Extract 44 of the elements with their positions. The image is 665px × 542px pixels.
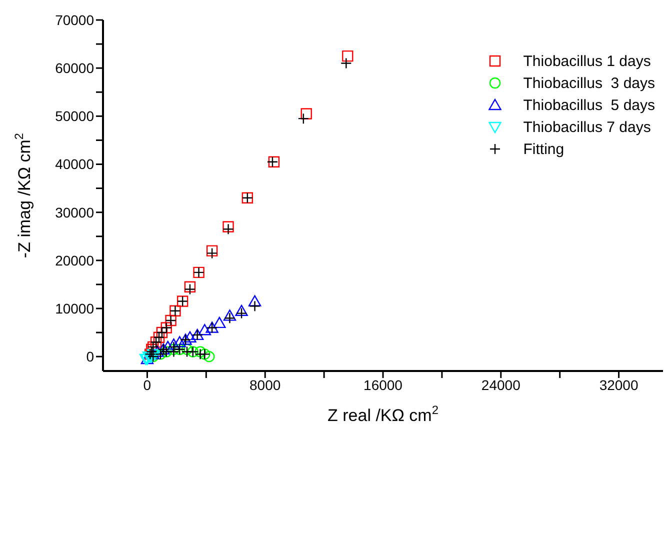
x-tick-label: 32000 bbox=[599, 376, 638, 393]
y-tick-label: 50000 bbox=[55, 108, 94, 124]
point bbox=[235, 304, 248, 316]
point bbox=[184, 284, 196, 295]
x-tick-label: 0 bbox=[143, 376, 152, 393]
legend-label: Thiobacillus 5 days bbox=[523, 96, 655, 114]
point bbox=[298, 112, 310, 124]
point bbox=[206, 245, 218, 256]
legend-label: Fitting bbox=[523, 140, 564, 158]
point bbox=[222, 221, 234, 232]
point bbox=[236, 308, 248, 319]
legend-label: Thiobacillus 7 days bbox=[523, 118, 651, 136]
point bbox=[184, 331, 196, 342]
point bbox=[223, 310, 236, 321]
point bbox=[213, 316, 226, 328]
point bbox=[181, 344, 193, 355]
y-tick-label: 70000 bbox=[55, 12, 94, 28]
x-axis-title: Z real /KΩ cm$^{2}$ bbox=[328, 403, 439, 425]
x-tick-label: 24000 bbox=[481, 376, 521, 393]
y-tick-label: 30000 bbox=[55, 204, 94, 220]
x-tick-label: 8000 bbox=[250, 376, 281, 393]
legend-label: Thiobacillus 3 days bbox=[523, 74, 655, 92]
point bbox=[340, 58, 352, 69]
point bbox=[249, 300, 260, 312]
y-tick-label: 20000 bbox=[55, 252, 94, 268]
point bbox=[206, 248, 218, 259]
legend-label: Thiobacillus 1 days bbox=[523, 52, 651, 70]
point bbox=[168, 344, 180, 355]
point bbox=[342, 50, 354, 62]
x-tick-label: 16000 bbox=[364, 376, 403, 393]
point bbox=[224, 312, 236, 324]
point bbox=[173, 336, 186, 348]
y-tick-label: 0 bbox=[86, 348, 94, 365]
point bbox=[167, 338, 180, 350]
point bbox=[198, 324, 212, 336]
point bbox=[204, 350, 215, 362]
point bbox=[222, 224, 234, 235]
point bbox=[184, 281, 196, 292]
y-tick-label: 10000 bbox=[55, 300, 94, 316]
point bbox=[194, 346, 206, 358]
y-tick-label: 40000 bbox=[55, 156, 94, 172]
point bbox=[248, 295, 262, 306]
y-tick-label: 60000 bbox=[55, 60, 94, 76]
point bbox=[300, 108, 312, 120]
